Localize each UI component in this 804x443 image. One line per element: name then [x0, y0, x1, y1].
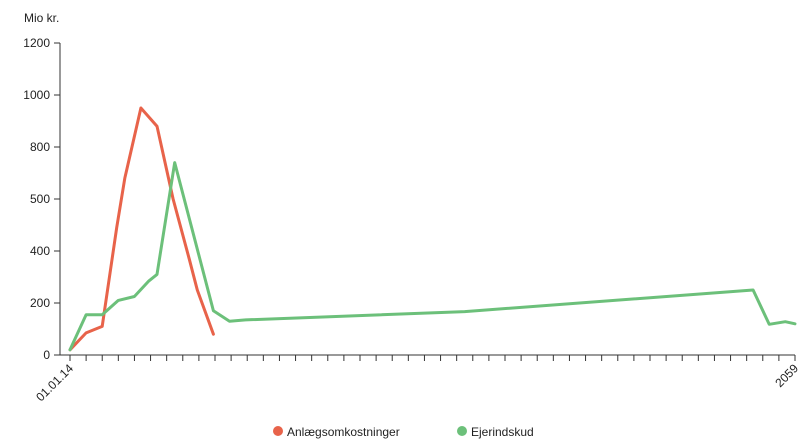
- legend-label: Ejerindskud: [471, 425, 534, 439]
- x-tick-label: 2059: [772, 361, 801, 390]
- series-line-1: [68, 161, 797, 352]
- y-tick-label: 800: [30, 140, 50, 154]
- legend-marker: [457, 426, 467, 436]
- y-tick-label: 400: [30, 244, 50, 258]
- series-layer: [68, 106, 797, 352]
- legend-marker: [273, 426, 283, 436]
- y-axis-label: Mio kr.: [24, 11, 59, 25]
- y-tick-label: 500: [30, 192, 50, 206]
- y-axis: 0 200 400 500 800 1000 1200: [23, 36, 61, 362]
- legend: Anlægsomkostninger Ejerindskud: [273, 425, 534, 439]
- y-tick-label: 1000: [23, 88, 50, 102]
- series-line-0: [68, 106, 215, 352]
- y-tick-label: 1200: [23, 36, 50, 50]
- y-tick-label: 0: [43, 348, 50, 362]
- y-tick-label: 200: [30, 296, 50, 310]
- x-tick-label: 01.01.14: [33, 361, 76, 404]
- legend-label: Anlægsomkostninger: [287, 425, 400, 439]
- x-axis: 01.01.14 2059: [33, 354, 801, 404]
